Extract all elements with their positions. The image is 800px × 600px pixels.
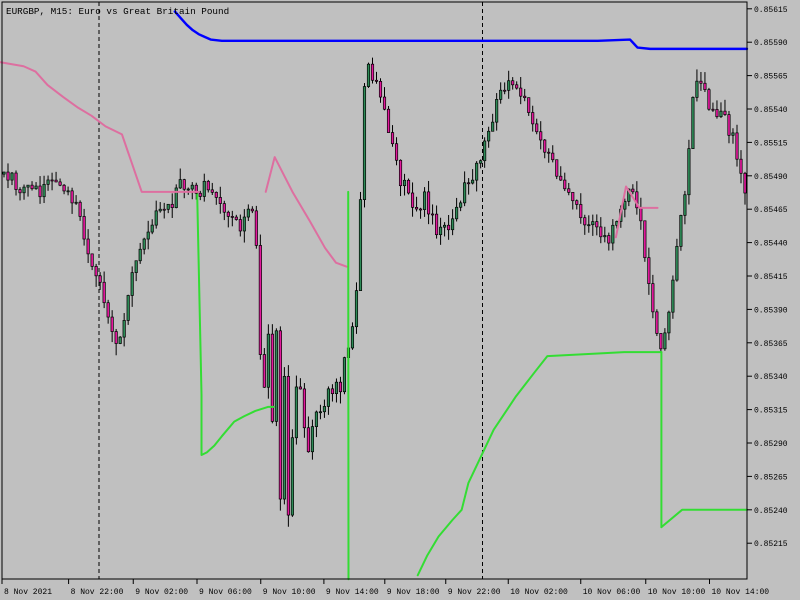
svg-text:9 Nov 14:00: 9 Nov 14:00	[326, 588, 379, 597]
svg-text:10 Nov 14:00: 10 Nov 14:00	[712, 588, 770, 597]
svg-text:0.85465: 0.85465	[754, 206, 788, 215]
svg-text:9 Nov 10:00: 9 Nov 10:00	[263, 588, 316, 597]
svg-text:0.85390: 0.85390	[754, 306, 788, 315]
svg-text:EURGBP, M15: Euro vs Great Br: EURGBP, M15: Euro vs Great Britain Pound	[6, 6, 229, 17]
svg-text:0.85265: 0.85265	[754, 473, 788, 482]
svg-text:0.85590: 0.85590	[754, 39, 788, 48]
svg-text:0.85240: 0.85240	[754, 507, 788, 516]
svg-text:0.85340: 0.85340	[754, 373, 788, 382]
svg-text:8 Nov 2021: 8 Nov 2021	[4, 588, 52, 597]
svg-text:0.85315: 0.85315	[754, 407, 788, 416]
svg-text:0.85290: 0.85290	[754, 440, 788, 449]
svg-text:9 Nov 06:00: 9 Nov 06:00	[199, 588, 252, 597]
svg-text:0.85515: 0.85515	[754, 139, 788, 148]
svg-text:0.85615: 0.85615	[754, 6, 788, 15]
svg-text:0.85440: 0.85440	[754, 240, 788, 249]
svg-text:0.85215: 0.85215	[754, 540, 788, 549]
svg-text:10 Nov 10:00: 10 Nov 10:00	[648, 588, 706, 597]
svg-text:10 Nov 06:00: 10 Nov 06:00	[583, 588, 641, 597]
svg-text:8 Nov 22:00: 8 Nov 22:00	[71, 588, 124, 597]
svg-text:10 Nov 02:00: 10 Nov 02:00	[510, 588, 568, 597]
svg-text:0.85540: 0.85540	[754, 106, 788, 115]
svg-text:9 Nov 18:00: 9 Nov 18:00	[387, 588, 440, 597]
svg-text:0.85490: 0.85490	[754, 173, 788, 182]
svg-text:0.85415: 0.85415	[754, 273, 788, 282]
svg-text:0.85565: 0.85565	[754, 73, 788, 82]
svg-text:0.85365: 0.85365	[754, 340, 788, 349]
svg-text:9 Nov 02:00: 9 Nov 02:00	[135, 588, 188, 597]
svg-text:9 Nov 22:00: 9 Nov 22:00	[448, 588, 501, 597]
